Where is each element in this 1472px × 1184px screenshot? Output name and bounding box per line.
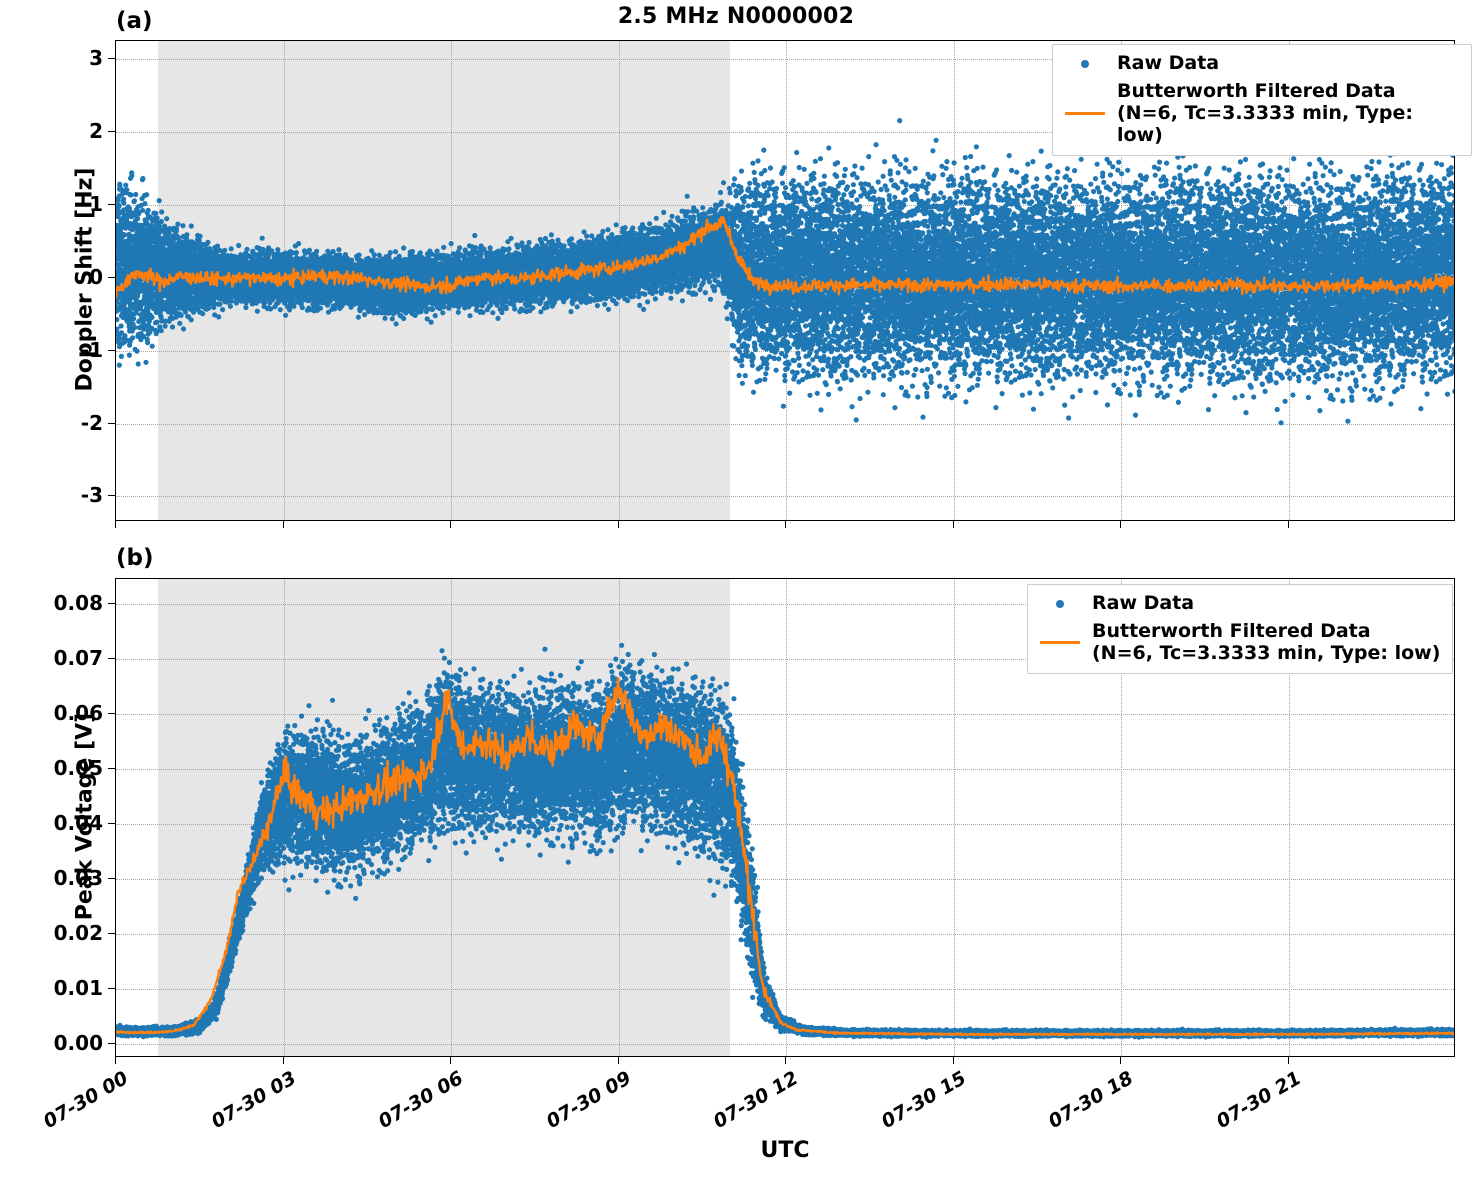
- panel-b-tag: (b): [116, 545, 154, 571]
- xtick-mark: [283, 521, 284, 528]
- xtick-mark: [618, 521, 619, 528]
- ytick-mark: [108, 277, 115, 278]
- legend-entry-filtered-a: Butterworth Filtered Data (N=6, Tc=3.333…: [1063, 81, 1459, 147]
- xtick-mark: [785, 1057, 786, 1064]
- xtick-label: 07-30 18: [956, 1067, 1137, 1184]
- xtick-mark: [1120, 521, 1121, 528]
- raw-data-scatter: [116, 643, 1455, 1040]
- ytick-mark: [108, 603, 115, 604]
- legend-label-raw: Raw Data: [1117, 53, 1219, 75]
- ylabel-panel-a: Doppler Shift [Hz]: [73, 0, 98, 579]
- xtick-label: 07-30 21: [1124, 1067, 1305, 1184]
- xtick-mark: [953, 521, 954, 528]
- legend-panel-b: Raw Data Butterworth Filtered Data (N=6,…: [1027, 584, 1453, 674]
- legend-marker-dot-icon: [1063, 53, 1107, 75]
- panel-a-tag: (a): [116, 8, 153, 34]
- xtick-mark: [283, 1057, 284, 1064]
- legend-label-filtered: Butterworth Filtered Data (N=6, Tc=3.333…: [1092, 621, 1440, 665]
- ytick-mark: [108, 58, 115, 59]
- ytick-mark: [108, 768, 115, 769]
- ytick-mark: [108, 495, 115, 496]
- xtick-mark: [1120, 1057, 1121, 1064]
- ytick-mark: [108, 658, 115, 659]
- ytick-mark: [108, 713, 115, 714]
- legend-label-filtered: Butterworth Filtered Data (N=6, Tc=3.333…: [1117, 81, 1459, 147]
- legend-label-raw: Raw Data: [1092, 593, 1194, 615]
- xtick-mark: [450, 521, 451, 528]
- legend-marker-line-icon: [1038, 632, 1082, 654]
- xtick-mark: [450, 1057, 451, 1064]
- ytick-mark: [108, 988, 115, 989]
- ytick-mark: [108, 423, 115, 424]
- legend-entry-raw-a: Raw Data: [1063, 53, 1459, 75]
- xtick-mark: [115, 521, 116, 528]
- xtick-mark: [785, 521, 786, 528]
- xtick-mark: [1288, 521, 1289, 528]
- ytick-mark: [108, 933, 115, 934]
- xtick-label: 07-30 00: [0, 1067, 132, 1184]
- xtick-mark: [953, 1057, 954, 1064]
- xtick-mark: [1288, 1057, 1289, 1064]
- xtick-mark: [115, 1057, 116, 1064]
- ytick-mark: [108, 823, 115, 824]
- legend-marker-line-icon: [1063, 103, 1107, 125]
- xlabel: UTC: [115, 1138, 1455, 1163]
- ylabel-panel-b: Peak Voltage [V]: [73, 516, 98, 1116]
- xtick-label: 07-30 15: [789, 1067, 970, 1184]
- xtick-label: 07-30 03: [119, 1067, 300, 1184]
- ytick-mark: [108, 350, 115, 351]
- legend-entry-raw-b: Raw Data: [1038, 593, 1440, 615]
- xtick-label: 07-30 06: [286, 1067, 467, 1184]
- legend-entry-filtered-b: Butterworth Filtered Data (N=6, Tc=3.333…: [1038, 621, 1440, 665]
- ytick-mark: [108, 1043, 115, 1044]
- raw-data-scatter: [116, 118, 1455, 425]
- xtick-label: 07-30 12: [621, 1067, 802, 1184]
- figure-title: 2.5 MHz N0000002: [0, 4, 1472, 29]
- ytick-mark: [108, 131, 115, 132]
- xtick-mark: [618, 1057, 619, 1064]
- xtick-label: 07-30 09: [454, 1067, 635, 1184]
- legend-marker-dot-icon: [1038, 593, 1082, 615]
- legend-panel-a: Raw Data Butterworth Filtered Data (N=6,…: [1052, 44, 1472, 156]
- ytick-mark: [108, 878, 115, 879]
- ytick-mark: [108, 204, 115, 205]
